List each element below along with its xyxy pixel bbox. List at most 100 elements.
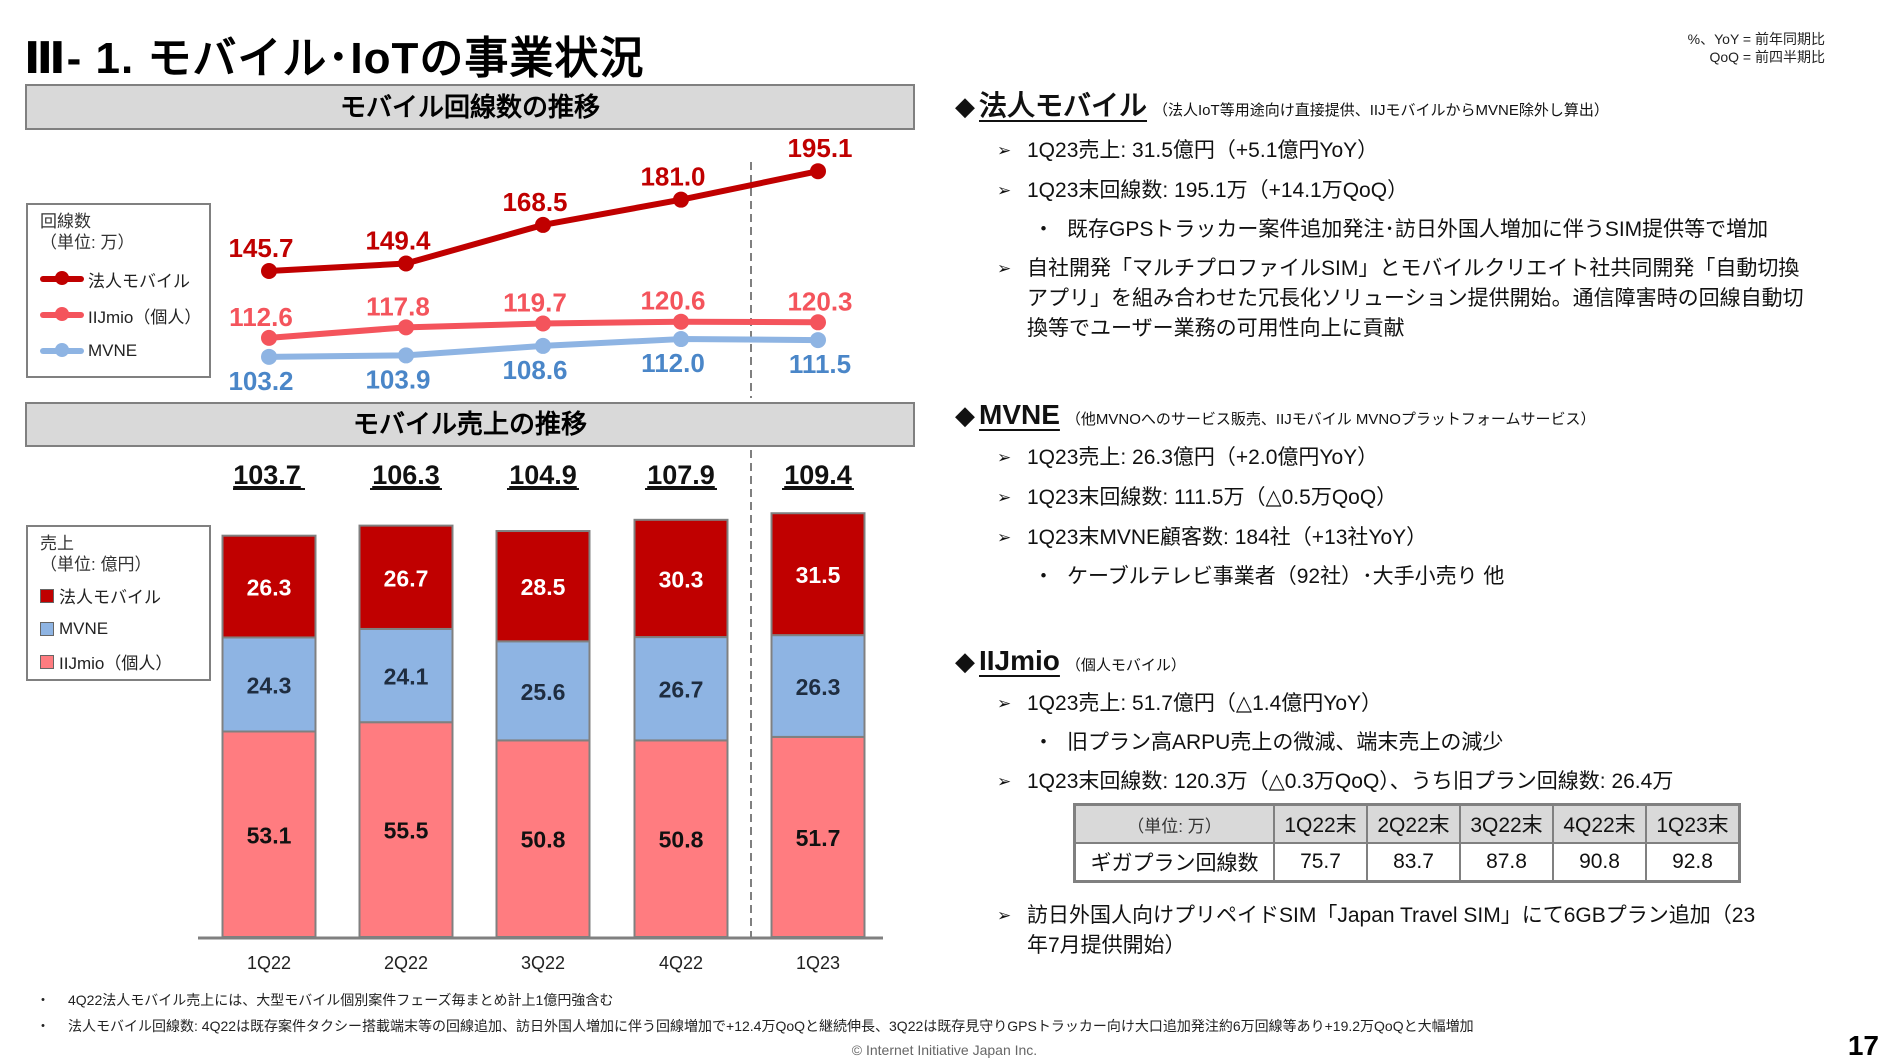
x-tick-label: 2Q22 — [384, 953, 428, 973]
bar-label-corporate: 26.3 — [247, 575, 292, 601]
bar-total-label: 107.9 — [647, 460, 715, 490]
bar-label-corporate: 30.3 — [659, 566, 704, 592]
qoq-note: QoQ = 前四半期比 — [1709, 49, 1825, 65]
legend-label: IIJmio（個人） — [88, 307, 202, 327]
bullet-lines: 1Q23末回線数: 195.1万（+14.1万QoQ） — [955, 176, 1855, 206]
diamond-bullet-icon: ◆ — [955, 400, 975, 430]
iijmio-section: ◆ IIJmio （個人モバイル） 1Q23売上: 51.7億円（△1.4億円Y… — [955, 645, 1855, 961]
giga-plan-table: （単位: 万） 1Q22末 2Q22末 3Q22末 4Q22末 1Q23末 ギガ… — [1073, 803, 1741, 883]
table-cell: 87.8 — [1459, 842, 1554, 883]
bullet-lines: 1Q23末回線数: 120.3万（△0.3万QoQ）、うち旧プラン回線数: 26… — [955, 767, 1855, 797]
data-point-corporate — [261, 262, 277, 279]
mvne-line-swatch-icon — [40, 343, 84, 357]
bar-chart: 53.1 24.3 26.3 103.7 1Q22 55.5 24.1 26.7 106.3 2Q… — [198, 460, 883, 973]
line-chart-header: モバイル回線数の推移 — [25, 84, 915, 130]
data-label-corporate: 145.7 — [228, 233, 293, 263]
line-chart: 145.7 149.4 168.5 181.0 195.1 112.6 117.8 119.7… — [228, 133, 852, 396]
legend-item-mvne: MVNE — [40, 612, 209, 645]
table-row: ギガプラン回線数 75.7 83.7 87.8 90.8 92.8 — [1073, 842, 1741, 883]
x-tick-label: 4Q22 — [659, 953, 703, 973]
table-cell: 92.8 — [1645, 842, 1741, 883]
legend-title: 回線数 — [40, 212, 91, 231]
legend-label: MVNE — [59, 618, 109, 638]
data-point-mvne — [398, 347, 414, 364]
data-point-iijmio — [261, 329, 277, 346]
corporate-box-swatch-icon — [40, 588, 54, 603]
legend-unit: （単位: 億円） — [40, 555, 152, 574]
table-cell: 75.7 — [1273, 842, 1368, 883]
bar-label-mvne: 24.1 — [384, 664, 429, 690]
table-header-cell: 3Q22末 — [1459, 803, 1554, 844]
data-label-mvne: 108.6 — [502, 355, 567, 385]
bar-total-label: 106.3 — [372, 460, 440, 490]
data-label-iijmio: 120.3 — [787, 286, 852, 316]
bar-label-mvne: 25.6 — [521, 679, 566, 705]
table-row-label: ギガプラン回線数 — [1073, 842, 1275, 883]
legend-item-corporate: 法人モバイル — [40, 579, 209, 612]
bar-label-corporate: 26.7 — [384, 565, 429, 591]
yoy-note: %、YoY = 前年同期比 — [1687, 31, 1825, 47]
data-label-iijmio: 120.6 — [640, 286, 705, 316]
corporate-line-swatch-icon — [40, 271, 84, 285]
diamond-bullet-icon: ◆ — [955, 91, 975, 121]
bullet-customers: 1Q23末MVNE顧客数: 184社（+13社YoY） — [955, 523, 1855, 553]
heading-text: IIJmio — [979, 645, 1060, 676]
bar-segment-corporate — [221, 534, 317, 639]
bar-label-corporate: 31.5 — [796, 562, 841, 588]
bar-label-iijmio: 50.8 — [521, 827, 566, 853]
legend-item-iijmio: IIJmio（個人） — [40, 645, 209, 678]
data-point-corporate — [398, 255, 414, 272]
heading-note: （法人IoT等用途向け直接提供、IIJモバイルからMVNE除外し算出） — [1153, 102, 1609, 119]
bar-label-corporate: 28.5 — [521, 574, 566, 600]
heading-note: （他MVNOへのサービス販売、IIJモバイル MVNOプラットフォームサービス） — [1065, 411, 1596, 428]
bar-label-mvne: 24.3 — [247, 672, 292, 698]
sub-bullet: 旧プラン高ARPU売上の微減、端末売上の減少 — [955, 729, 1855, 757]
bar-segment-mvne — [633, 636, 729, 742]
data-label-mvne: 112.0 — [641, 348, 705, 378]
data-point-corporate — [673, 191, 689, 208]
sub-bullet: 既存GPSトラッカー案件追加発注･訪日外国人増加に伴うSIM提供等で増加 — [955, 216, 1855, 244]
legend-label: IIJmio（個人） — [59, 654, 173, 673]
bar-segment-mvne — [221, 636, 317, 733]
page-title: Ⅲ- 1. モバイル･IoTの事業状況 — [24, 34, 645, 83]
iijmio-box-swatch-icon — [40, 654, 54, 669]
mvne-section: ◆ MVNE （他MVNOへのサービス販売、IIJモバイル MVNOプラットフォ… — [955, 399, 1855, 645]
bar-chart-header: モバイル売上の推移 — [25, 402, 915, 447]
data-point-iijmio — [535, 315, 551, 332]
data-point-corporate — [535, 216, 551, 233]
bar-segment-iijmio — [495, 739, 591, 938]
mvne-box-swatch-icon — [40, 621, 54, 636]
bar-total-label: 104.9 — [509, 460, 577, 490]
bullet-revenue: 1Q23売上: 26.3億円（+2.0億円YoY） — [955, 443, 1855, 473]
page-number: 17 — [1847, 1030, 1879, 1061]
bar-label-iijmio: 50.8 — [659, 827, 704, 853]
bar-segment-corporate — [633, 518, 729, 639]
legend-item-corporate: 法人モバイル — [40, 261, 209, 297]
bullet-revenue: 1Q23売上: 51.7億円（△1.4億円YoY） — [955, 689, 1855, 719]
data-point-mvne — [535, 337, 551, 354]
footnotes: 4Q22法人モバイル売上には、大型モバイル個別案件フェーズ毎まとめ計上1億円強含… — [36, 987, 1474, 1039]
data-point-iijmio — [398, 319, 414, 336]
bar-segment-corporate — [770, 512, 866, 637]
bar-label-iijmio: 53.1 — [247, 822, 292, 848]
legend-item-mvne: MVNE — [40, 333, 209, 369]
legend-label: 法人モバイル — [59, 588, 161, 607]
data-label-mvne: 103.2 — [228, 366, 293, 396]
table-cell: 83.7 — [1366, 842, 1461, 883]
x-tick-label: 1Q23 — [796, 953, 840, 973]
charts-canvas: 145.7 149.4 168.5 181.0 195.1 112.6 117.8 119.7… — [198, 133, 883, 973]
bullet-revenue: 1Q23売上: 31.5億円（+5.1億円YoY） — [955, 136, 1855, 166]
bar-segment-corporate — [358, 524, 454, 630]
bar-segment-iijmio — [221, 730, 317, 938]
data-label-iijmio: 119.7 — [503, 288, 567, 318]
data-point-mvne — [673, 331, 689, 348]
data-point-mvne — [261, 348, 277, 365]
legend-label: MVNE — [88, 341, 138, 360]
section-heading: ◆ MVNE （他MVNOへのサービス販売、IIJモバイル MVNOプラットフォ… — [955, 399, 1855, 431]
data-point-iijmio — [673, 313, 689, 330]
table-cell: 90.8 — [1552, 842, 1647, 883]
bar-segment-mvne — [495, 640, 591, 742]
heading-text: MVNE — [979, 399, 1060, 430]
table-header-cell: 1Q22末 — [1273, 803, 1368, 844]
bar-label-iijmio: 55.5 — [384, 818, 429, 844]
